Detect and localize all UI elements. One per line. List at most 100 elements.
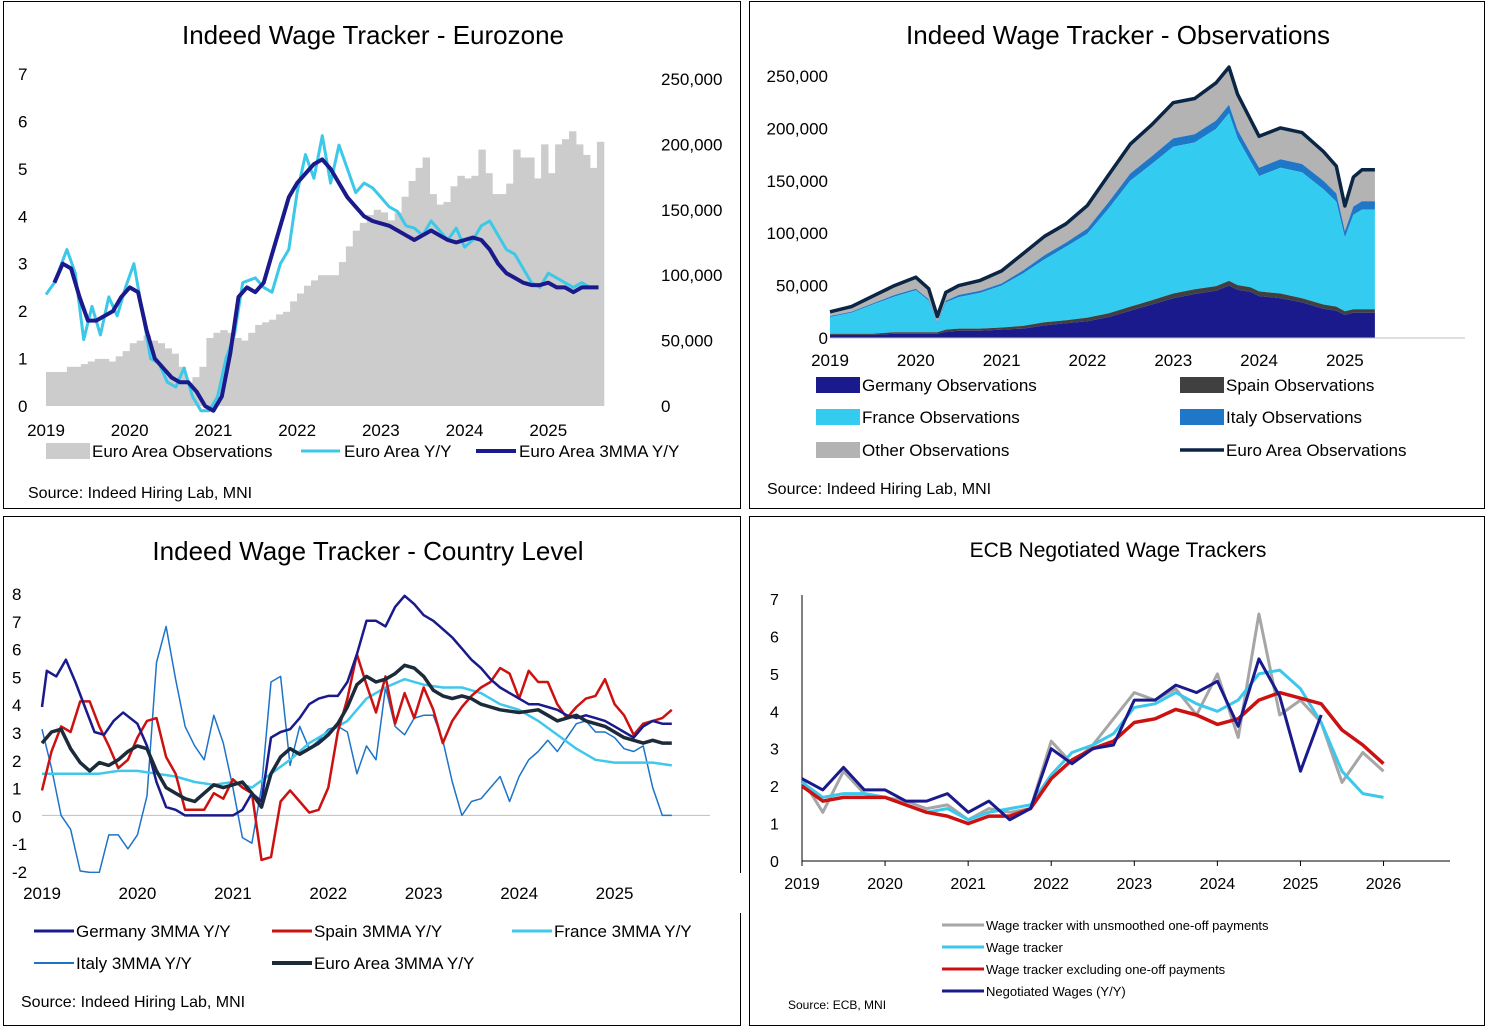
legend-label: Negotiated Wages (Y/Y) <box>986 984 1126 999</box>
y-tick-label: 1 <box>12 780 21 799</box>
y-left-tick-label: 6 <box>18 112 27 131</box>
y-right-tick-label: 150,000 <box>661 201 722 220</box>
legend-label: Euro Area Observations <box>1226 441 1406 460</box>
legend-swatch <box>816 377 860 393</box>
chart-title: Indeed Wage Tracker - Observations <box>906 20 1330 50</box>
x-tick-label: 2020 <box>897 351 935 370</box>
legend-swatch <box>816 409 860 425</box>
panel-observations: Indeed Wage Tracker - Observations 0 50,00… <box>749 1 1485 509</box>
legend-label: France Observations <box>862 408 1020 427</box>
legend-label: Other Observations <box>862 441 1009 460</box>
legend-label: Spain 3MMA Y/Y <box>314 922 442 941</box>
x-tick-label: 2019 <box>27 421 65 440</box>
y-right-tick-label: 100,000 <box>661 266 722 285</box>
x-tick-label: 2025 <box>596 884 634 903</box>
y-right-tick-label: 250,000 <box>661 70 722 89</box>
bar-euro-area-observations <box>255 324 263 406</box>
bar-euro-area-observations <box>394 212 403 406</box>
chart-title: ECB Negotiated Wage Trackers <box>970 539 1267 562</box>
legend-label: Euro Area Observations <box>92 442 272 461</box>
line-euro-area <box>40 663 672 809</box>
y-tick-label: 150,000 <box>767 172 828 191</box>
x-tick-label: 2023 <box>1154 351 1192 370</box>
chart-eurozone: Indeed Wage Tracker - Eurozone 0 1 2 3 4 5 6 7 0 5… <box>18 20 722 502</box>
bar-euro-area-observations <box>101 358 110 406</box>
y-left-tick-label: 5 <box>18 160 27 179</box>
x-tick-label: 2022 <box>1033 876 1069 893</box>
bar-euro-area-observations <box>59 372 68 406</box>
line-italy <box>41 625 672 874</box>
legend-label: Italy Observations <box>1226 408 1362 427</box>
bar-euro-area-observations <box>506 183 514 406</box>
bar-euro-area-observations <box>269 319 277 406</box>
bar-euro-area-observations <box>276 314 284 406</box>
legend-label: France 3MMA Y/Y <box>554 922 692 941</box>
y-tick-label: -1 <box>12 835 27 854</box>
bar-euro-area-observations <box>422 157 430 406</box>
x-tick-label: 2022 <box>1069 351 1107 370</box>
bar-euro-area-observations <box>569 131 577 407</box>
bar-euro-area-observations <box>143 335 151 406</box>
bar-euro-area-observations <box>387 220 396 406</box>
x-tick-label: 2022 <box>309 884 347 903</box>
y-tick-label: 7 <box>770 592 779 609</box>
bar-euro-area-observations <box>478 149 486 406</box>
y-tick-label: 3 <box>770 742 779 759</box>
bar-euro-area-observations <box>548 173 556 406</box>
y-tick-label: 0 <box>770 854 779 871</box>
chart-title: Indeed Wage Tracker - Eurozone <box>182 20 564 50</box>
y-tick-label: 4 <box>12 696 21 715</box>
x-tick-label: 2024 <box>1240 351 1278 370</box>
source-note: Source: Indeed Hiring Lab, MNI <box>28 485 252 502</box>
x-tick-label: 2021 <box>195 421 233 440</box>
y-tick-label: 0 <box>819 329 828 348</box>
y-tick-label: 5 <box>770 667 779 684</box>
bar-euro-area-observations <box>129 343 138 406</box>
bar-euro-area-observations <box>108 361 117 406</box>
legend-swatch <box>1180 377 1224 393</box>
legend-swatch <box>1180 409 1224 425</box>
bar-euro-area-observations <box>492 194 500 406</box>
line-unsmoothed <box>800 612 1385 822</box>
bar-euro-area-observations <box>373 209 382 406</box>
y-tick-label: 5 <box>12 668 21 687</box>
y-tick-label: 2 <box>12 752 21 771</box>
bar-euro-area-observations <box>234 338 242 406</box>
bar-euro-area-observations <box>380 212 389 406</box>
y-tick-label: 8 <box>12 585 21 604</box>
source-note: Source: Indeed Hiring Lab, MNI <box>767 481 991 498</box>
legend-label: Germany 3MMA Y/Y <box>76 922 231 941</box>
area-germany <box>830 285 1375 338</box>
bar-euro-area-observations <box>338 262 347 406</box>
y-tick-label: 0 <box>12 807 21 826</box>
bar-euro-area-observations <box>304 285 312 406</box>
x-tick-label: 2025 <box>1283 876 1319 893</box>
bar-euro-area-observations <box>596 141 605 407</box>
y-tick-label: -2 <box>12 863 27 882</box>
x-tick-label: 2023 <box>405 884 443 903</box>
bar-euro-area-observations <box>450 186 458 406</box>
legend-label: Italy 3MMA Y/Y <box>76 954 192 973</box>
source-note: Source: Indeed Hiring Lab, MNI <box>21 994 245 1011</box>
x-tick-label: 2025 <box>1326 351 1364 370</box>
y-tick-label: 2 <box>770 779 779 796</box>
bar-euro-area-observations <box>227 332 235 406</box>
legend-label: Euro Area Y/Y <box>344 442 451 461</box>
legend-label: Spain Observations <box>1226 376 1374 395</box>
bar-euro-area-observations <box>415 167 423 406</box>
y-left-tick-label: 0 <box>18 397 27 416</box>
y-tick-label: 6 <box>12 641 21 660</box>
x-tick-label: 2020 <box>111 421 149 440</box>
legend-label: Euro Area 3MMA Y/Y <box>314 954 474 973</box>
x-tick-label: 2023 <box>362 421 400 440</box>
y-tick-label: 250,000 <box>767 67 828 86</box>
y-left-tick-label: 2 <box>18 302 27 321</box>
bar-euro-area-observations <box>290 301 298 406</box>
bar-euro-area-observations <box>80 364 89 406</box>
bar-euro-area-observations <box>408 181 416 406</box>
bar-euro-area-observations <box>164 348 172 406</box>
panel-ecb-trackers: ECB Negotiated Wage Trackers 0 1 2 3 4 5 6 7 2019… <box>749 516 1485 1026</box>
y-right-tick-label: 200,000 <box>661 135 722 154</box>
bar-euro-area-observations <box>262 322 270 406</box>
bar-euro-area-observations <box>457 175 465 406</box>
